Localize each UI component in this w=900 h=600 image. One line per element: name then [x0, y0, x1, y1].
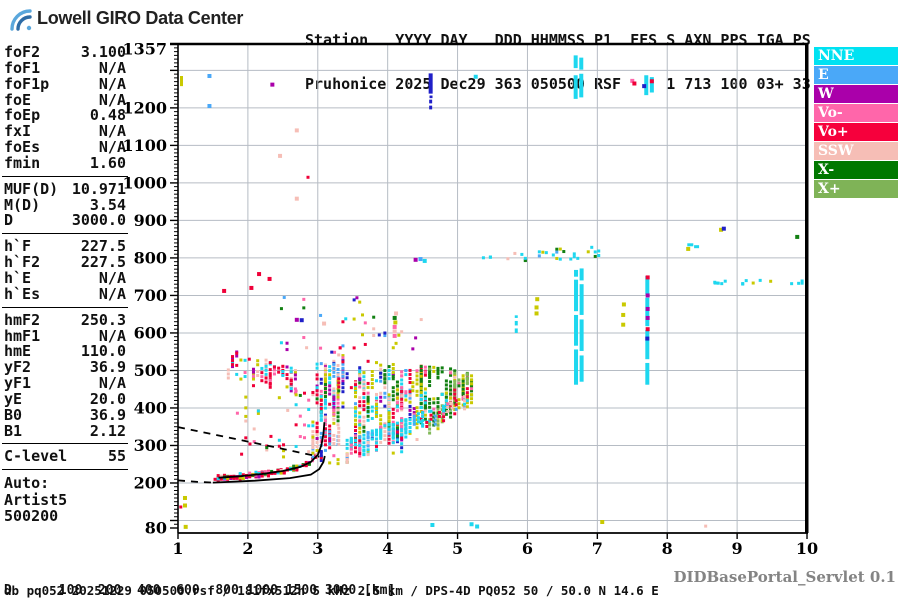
- param-row: B0 36.9: [4, 405, 126, 424]
- auto-scaler-line: 500200: [4, 507, 59, 526]
- y-tick-label: 1200: [122, 98, 167, 117]
- param-row: C-level 55: [4, 447, 126, 466]
- x-tick-label: 9: [732, 539, 743, 558]
- param-row: foF1p N/A: [4, 74, 126, 93]
- separator: [2, 439, 128, 449]
- auto-scaler-line: Artist5: [4, 490, 68, 509]
- servlet-version: DIDBasePortal_Servlet 0.1: [673, 568, 896, 586]
- param-panel: foF2 3.100 foF1 N/A foF1p N/A foE N/A foEp 0.48 fx…: [2, 43, 128, 526]
- auto-scaler-line: Auto:: [4, 474, 50, 493]
- param-row: fxI N/A: [4, 122, 126, 141]
- x-tick-label: 8: [662, 539, 673, 558]
- y-tick-label: 800: [134, 248, 167, 267]
- legend: NNE E W Vo- Vo+ SSW X- X+: [814, 47, 898, 199]
- legend-item-NNE: NNE: [814, 47, 898, 65]
- legend-item-X-: X-: [814, 161, 898, 179]
- d-row: D 100 200 400 600 800 1000 1500 3000 [km…: [4, 583, 396, 598]
- param-row: D 3000.0: [4, 211, 126, 230]
- legend-item-X+: X+: [814, 180, 898, 198]
- logo-text: Lowell GIRO Data Center: [37, 7, 244, 28]
- x-tick-label: 3: [312, 539, 323, 558]
- param-row: MUF(D) 10.971: [4, 179, 126, 198]
- param-row: foE N/A: [4, 90, 126, 109]
- param-row: hmF1 N/A: [4, 326, 126, 345]
- y-tick-label: 400: [134, 398, 167, 417]
- y-tick-label: 900: [134, 211, 167, 230]
- param-row: yF2 36.9: [4, 358, 126, 377]
- x-tick-label: 4: [382, 539, 393, 558]
- x-tick-label: 7: [592, 539, 603, 558]
- d-muf-table: D 100 200 400 600 800 1000 1500 3000 [km…: [4, 555, 403, 600]
- param-row: h`F2 227.5: [4, 253, 126, 272]
- param-row: foF1 N/A: [4, 58, 126, 77]
- legend-item-W: W: [814, 85, 898, 103]
- separator: [2, 465, 128, 475]
- separator: [2, 172, 128, 182]
- x-tick-label: 10: [796, 539, 818, 558]
- y-tick-label: 700: [134, 286, 167, 305]
- y-tick-label: 600: [134, 323, 167, 342]
- legend-item-Vo-: Vo-: [814, 104, 898, 122]
- giro-signal-icon: [10, 9, 32, 31]
- y-tick-label: 1100: [122, 136, 167, 155]
- legend-item-E: E: [814, 66, 898, 84]
- param-row: hmE 110.0: [4, 342, 126, 361]
- param-row: foEs N/A: [4, 138, 126, 157]
- x-tick-label: 1: [172, 539, 183, 558]
- legend-item-Vo+: Vo+: [814, 123, 898, 141]
- separator: [2, 229, 128, 239]
- separator: [2, 303, 128, 313]
- param-row: h`E N/A: [4, 268, 126, 287]
- x-tick-label: 6: [522, 539, 533, 558]
- param-row: B1 2.12: [4, 421, 126, 440]
- lowell-giro-logo: Lowell GIRO Data Center: [6, 5, 243, 31]
- legend-item-SSW: SSW: [814, 142, 898, 160]
- param-row: foF2 3.100: [4, 43, 126, 61]
- param-row: hmF2 250.3: [4, 310, 126, 329]
- x-tick-label: 2: [242, 539, 253, 558]
- y-tick-label: 1000: [122, 173, 167, 192]
- y-tick-label: 80: [145, 519, 167, 538]
- param-row: h`F 227.5: [4, 237, 126, 256]
- y-tick-label: 300: [134, 436, 167, 455]
- param-row: M(D) 3.54: [4, 195, 126, 214]
- param-row: fmin 1.60: [4, 153, 126, 172]
- y-tick-label: 500: [134, 361, 167, 380]
- y-tick-label: 1357: [122, 39, 167, 58]
- param-row: foEp 0.48: [4, 106, 126, 125]
- y-tick-label: 200: [134, 473, 167, 492]
- measurement-info-line: db pq052 20251229 050500.rsf / 181fx512h…: [4, 583, 659, 598]
- x-tick-label: 5: [452, 539, 463, 558]
- param-row: h`Es N/A: [4, 284, 126, 303]
- param-row: yE 20.0: [4, 389, 126, 408]
- param-row: yF1 N/A: [4, 374, 126, 393]
